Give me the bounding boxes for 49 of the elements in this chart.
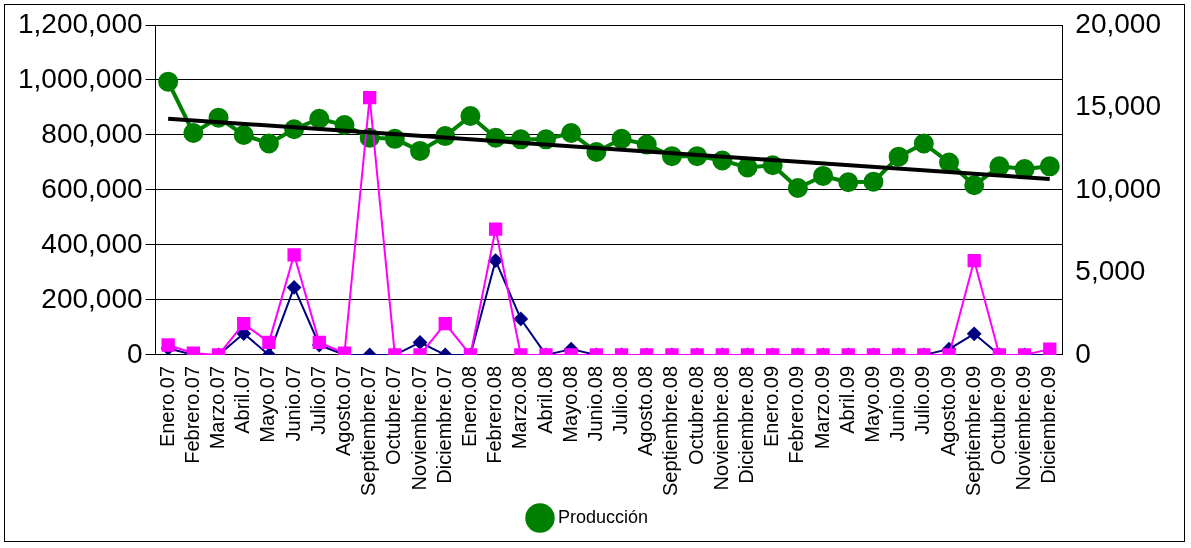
x-tick-label: Octubre.09: [986, 365, 1009, 465]
x-tick-label: Marzo.09: [810, 365, 833, 450]
y-tick-label: 1,000,000: [17, 62, 143, 94]
y2-tick-label: 5,000: [1075, 255, 1146, 287]
x-tick-label: Marzo.07: [206, 365, 229, 450]
x-tick-label: Enero.08: [457, 365, 480, 448]
y2-tick-label: 20,000: [1075, 7, 1161, 39]
x-tick-label: Abril.09: [835, 365, 858, 434]
y2-tick-label: 15,000: [1075, 90, 1161, 122]
x-tick-label: Diciembre.07: [432, 365, 455, 484]
x-tick-label: Agosto.09: [936, 365, 959, 456]
x-tick-label: Diciembre.08: [735, 365, 758, 484]
x-tick-label: Enero.09: [760, 365, 783, 448]
legend-label: Producción: [557, 506, 649, 527]
x-tick-label: Diciembre.09: [1037, 365, 1060, 484]
x-tick-label: Septiembre.08: [659, 365, 682, 496]
x-tick-label: Noviembre.08: [709, 365, 732, 491]
x-tick-label: Agosto.08: [634, 365, 657, 456]
x-tick-label: Junio.09: [886, 365, 909, 442]
x-tick-label: Junio.07: [281, 365, 304, 442]
x-tick-label: Enero.07: [155, 365, 178, 448]
x-tick-label: Noviembre.09: [1012, 365, 1035, 491]
y-tick-label: 1,200,000: [17, 7, 143, 39]
y-tick-label: 400,000: [41, 227, 143, 259]
x-tick-label: Julio.08: [609, 365, 632, 435]
y-tick-label: 200,000: [41, 282, 143, 314]
y-tick-label: 600,000: [41, 172, 143, 204]
x-tick-label: Abril.08: [533, 365, 556, 434]
y-tick-label: 0: [126, 337, 143, 369]
y-tick-label: 800,000: [41, 117, 143, 149]
x-tick-label: Septiembre.07: [357, 365, 380, 496]
x-tick-label: Junio.08: [583, 365, 606, 442]
x-tick-label: Octubre.08: [684, 365, 707, 465]
x-tick-label: Abril.07: [231, 365, 254, 434]
x-tick-label: Febrero.07: [180, 365, 203, 464]
x-tick-label: Julio.07: [306, 365, 329, 435]
y2-tick-label: 10,000: [1075, 172, 1161, 204]
y2-tick-label: 0: [1075, 337, 1091, 369]
x-tick-label: Mayo.08: [558, 365, 581, 443]
x-tick-label: Mayo.09: [860, 365, 883, 443]
x-tick-label: Noviembre.07: [407, 365, 430, 491]
x-tick-label: Febrero.08: [483, 365, 506, 464]
x-tick-label: Julio.09: [911, 365, 934, 435]
x-tick-label: Octubre.07: [382, 365, 405, 465]
x-tick-label: Septiembre.09: [961, 365, 984, 496]
x-tick-label: Agosto.07: [332, 365, 354, 456]
x-tick-label: Mayo.07: [256, 365, 279, 443]
x-tick-label: Marzo.08: [508, 365, 531, 450]
x-tick-label: Febrero.09: [785, 365, 808, 464]
